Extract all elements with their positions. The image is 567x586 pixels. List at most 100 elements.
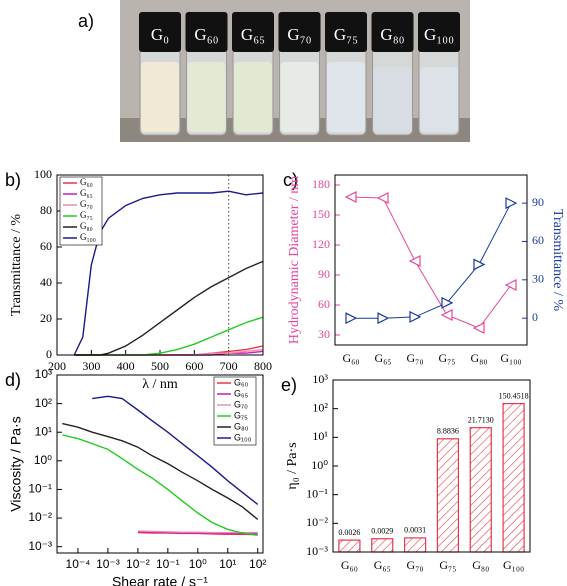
y-tick-label: 10⁻² (306, 515, 328, 529)
legend-box (59, 176, 103, 246)
y2-tick-label: 0 (532, 310, 538, 324)
x-tick-label: 500 (151, 359, 169, 373)
plot-frame (332, 379, 531, 553)
panel-label: c) (283, 170, 298, 190)
chart-panel: d) 10⁻³ 10⁻² 10⁻¹ 10⁰ 10¹ 10² 10³ 10⁻⁴ 10⁻³ 10⁻² 10… (5, 367, 266, 586)
series-line (92, 395, 259, 505)
vial-cap (371, 12, 414, 52)
vial-cap (325, 12, 367, 52)
bar (403, 537, 427, 553)
x-tick-label: 10¹ (219, 557, 236, 571)
series-line (350, 196, 512, 329)
y-tick-label: 10² (312, 400, 328, 414)
y-tick-label: 40 (40, 275, 52, 289)
data-point (440, 309, 453, 321)
data-point (505, 197, 518, 210)
y-tick-label: 20 (40, 311, 52, 325)
y2-tick-label: 60 (532, 233, 544, 247)
x-tick-label: 10⁻¹ (156, 557, 180, 571)
vial-cap (278, 12, 321, 52)
x-tick-label: G₇₀ (406, 351, 423, 365)
series-line (62, 434, 258, 536)
x-tick-label: G₆₅ (374, 558, 391, 572)
vial-label: G₁₀₀ (424, 25, 454, 44)
x-tick-label: G₈₀ (472, 558, 489, 572)
panel-label: a) (78, 11, 94, 31)
vial-liquid (187, 62, 226, 132)
legend-label: G₁₀₀ (234, 432, 252, 442)
y-tick-label: 150 (312, 207, 330, 221)
y-tick-label: 10³ (35, 367, 52, 381)
y-tick-label: 10⁻² (28, 510, 52, 524)
bar (338, 539, 361, 553)
x-tick-label: G₇₀ (407, 558, 424, 572)
x-tick-label: 10⁻⁴ (66, 557, 91, 571)
x-tick-label: G₁₀₀ (500, 351, 521, 365)
data-point (472, 322, 485, 334)
y-axis-label: Hydrodynamic Diameter / nm (287, 176, 302, 344)
legend-label: G₈₀ (80, 221, 93, 231)
x-tick-label: 700 (220, 359, 238, 373)
x-tick-label: G₁₀₀ (503, 558, 524, 572)
data-point (409, 310, 422, 323)
data-point (504, 279, 517, 291)
value-label: 0.0031 (404, 526, 426, 535)
legend-label: G₆₀ (234, 377, 249, 387)
y-tick-label: 100 (34, 167, 52, 181)
y-tick-label: 60 (318, 297, 330, 311)
y-tick-label: 120 (312, 237, 330, 251)
y-tick-label: 10² (35, 396, 52, 410)
y-axis-label: Viscosity / Pa·s (8, 416, 24, 511)
vial-liquid (373, 67, 412, 132)
vial-liquid (141, 62, 179, 132)
vial-liquid (327, 62, 365, 132)
legend-label: G₇₅ (234, 410, 248, 420)
series-line (74, 260, 264, 356)
panel-label: d) (5, 370, 21, 390)
y-tick-label: 10⁰ (311, 458, 328, 472)
vial-label: G₆₅ (241, 25, 265, 44)
legend-label: G₆₅ (234, 388, 249, 398)
y-tick-label: 10¹ (312, 429, 328, 443)
x-tick-label: 200 (48, 359, 66, 373)
legend-label: G₆₅ (80, 188, 93, 198)
y-tick-label: 10⁻¹ (28, 482, 52, 496)
vial-cap (185, 12, 228, 52)
x-tick-label: G₆₀ (342, 351, 359, 365)
vial-liquid (420, 67, 458, 132)
series-line (62, 422, 259, 520)
data-point (344, 191, 357, 203)
y-tick-label: 10⁻³ (306, 544, 328, 558)
y2-axis-label: Transmittance / % (550, 209, 565, 311)
bar (371, 538, 394, 553)
data-point (376, 192, 389, 204)
x-tick-label: G₆₅ (374, 351, 391, 365)
vial-liquid (234, 62, 272, 132)
vial-liquid (280, 62, 319, 132)
y-tick-label: 10⁻³ (28, 539, 52, 553)
y-tick-label: 10³ (312, 372, 328, 386)
bar (502, 402, 525, 553)
plot-frame (56, 374, 264, 554)
value-label: 8.8836 (437, 427, 459, 436)
bar (436, 438, 460, 553)
vial-label: G₈₀ (380, 25, 404, 44)
chart-panel: c) 30 60 90 120 150 180 0 30 60 90 G₆₀ G₆₅ G₇₀ G₇₅ G₈₀ G… (283, 170, 565, 365)
y-tick-label: 60 (40, 239, 52, 253)
legend-label: G₇₀ (234, 399, 248, 409)
value-label: 0.0026 (338, 528, 360, 537)
series-line (351, 202, 512, 319)
x-tick-label: 400 (117, 359, 135, 373)
series-line (74, 316, 264, 356)
y-tick-label: 80 (40, 203, 52, 217)
value-label: 21.7130 (468, 416, 494, 425)
y-tick-label: 180 (312, 177, 330, 191)
vial-label: G₇₅ (334, 25, 358, 44)
vial-label: G₆₀ (194, 25, 218, 44)
y-tick-label: 30 (318, 327, 330, 341)
x-tick-label: G₇₅ (438, 351, 455, 365)
vial-label: G₀ (151, 25, 169, 44)
x-tick-label: G₈₀ (470, 351, 487, 365)
vial-cap (232, 12, 274, 52)
